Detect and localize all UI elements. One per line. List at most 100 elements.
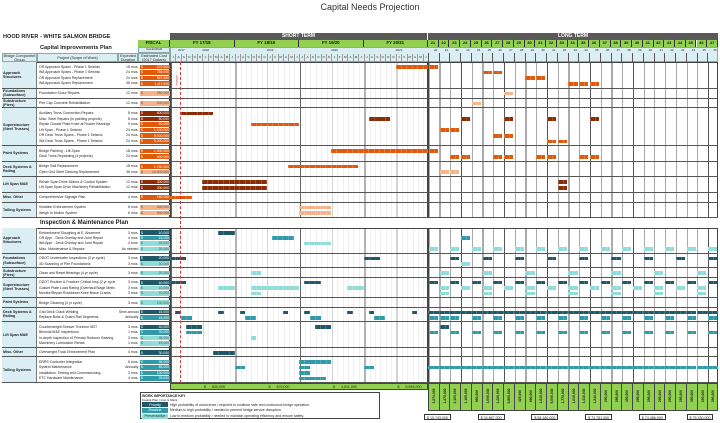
currency-symbol: $ (141, 101, 143, 106)
project-row[interactable]: Monitor/Repair Rockbeam Knee Brace Crack… (2, 291, 718, 296)
month-header: A (218, 54, 223, 62)
cost-value: 40,000 (158, 280, 169, 285)
long-term-bar (643, 330, 653, 335)
project-row[interactable]: Misc. Maintenance & Repairs As needed $20,… (2, 246, 718, 252)
column-divider (632, 53, 633, 62)
project-row[interactable]: Overweight Truck Enforcement Plan 4 mos. $… (2, 350, 718, 355)
long-term-bar (524, 310, 536, 315)
long-term-bar (461, 117, 471, 121)
project-row[interactable]: WA Approach Spans - Phase 1 Seismic 24 mo… (2, 70, 718, 76)
project-row[interactable]: WA Approach Spans Replacement 36 mos. $1,1… (2, 81, 718, 87)
component-group: Foundations (Subsurface) ODOT Underwater … (2, 253, 718, 269)
project-row[interactable]: Misc. Steel Repairs (in painting project… (2, 116, 718, 122)
long-term-bar (632, 365, 643, 370)
calendar-year: 46 (713, 48, 717, 52)
long-term-bar (610, 365, 622, 370)
long-term-bar (546, 286, 557, 290)
project-cost: $15,000 (140, 235, 170, 241)
year-total: 5,090,000 (550, 388, 555, 404)
project-row[interactable]: ODOT Underwater Inspections (3 yr cycle)… (2, 256, 718, 261)
project-row[interactable]: In-depth Inspection of Primary Reducer G… (2, 335, 718, 341)
project-row[interactable]: OR Approach Spans - Phase 1 Seismic 18 mo… (2, 64, 718, 70)
long-term-bar (493, 133, 503, 138)
project-row[interactable]: Clean and Reset Bearings (4 yr cycle) 3 m… (2, 270, 718, 276)
project-row[interactable]: Bridge Rail Replacement 18 mos. $1,750,000 (2, 164, 718, 170)
schedule-bar (299, 205, 332, 210)
project-row[interactable]: ODOT Routine & Fracture Critical Insp (2… (2, 280, 718, 285)
column-divider (610, 383, 612, 411)
component-group: Tolling Systems Violation Enforcement Sys… (2, 202, 718, 218)
project-row[interactable]: Biennial M&E Inspections 1 mos. $30,000 (2, 330, 718, 335)
project-row[interactable]: Replace Bolts & Guard Rail Segments Annua… (2, 315, 718, 320)
long-term-bar (450, 256, 460, 261)
project-duration: 24 mos. (126, 127, 139, 132)
project-row[interactable]: Bridge Cleaning (4 yr cycle) 3 mos. $100,0… (2, 300, 718, 306)
project-row[interactable]: Repair Gusset Plate Knee at Rocker Beari… (2, 122, 718, 128)
column-divider (685, 53, 687, 62)
component-group-label: Lift Span M&E (2, 322, 37, 347)
project-row[interactable]: OR Approach Spans Replacement 24 mos. $567… (2, 75, 718, 81)
long-term-bar (438, 365, 450, 370)
project-row[interactable]: Pier Cap Concrete Rehabilitation 12 mos. $… (2, 101, 718, 107)
long-term-bar (665, 247, 675, 251)
calendar-year: 2021 (395, 48, 403, 52)
cost-value: 600,000 (156, 111, 169, 116)
currency-symbol: $ (141, 246, 143, 251)
month-header: A (282, 54, 288, 62)
project-row[interactable]: Open Grid Steel Decking Replacement 36 mo… (2, 169, 718, 175)
project-cost: $100,000 (140, 300, 170, 306)
project-row[interactable]: Gusset Plate Load Rating (Overhaul/Stage… (2, 285, 718, 291)
project-row[interactable]: Violation Enforcement System 6 mos. $400,0… (2, 205, 718, 211)
project-row[interactable]: Rehab Span Drive Motors & Control System… (2, 179, 718, 185)
long-term-bar (450, 170, 460, 175)
column-divider (567, 383, 569, 411)
column-divider (524, 53, 526, 62)
project-row[interactable]: Bridge Painting - Lift Span 18 mos. $1,000… (2, 148, 718, 154)
cost-value: 10,000,000 (152, 170, 169, 175)
project-duration: 4 mos. (127, 376, 139, 381)
schedule-bar (250, 291, 262, 296)
project-row[interactable]: ETC Hardware Maintenance 4 mos. $25,000 (2, 375, 718, 381)
fy-total-currency: $ (268, 384, 271, 389)
project-row[interactable]: Grid Deck Crack Welding Semi-annual $15,00… (2, 309, 718, 315)
schedule-bar (282, 310, 289, 315)
long-term-bar (471, 101, 481, 106)
project-row[interactable]: Counterweight Sheave Trunnion NDT 3 mos. $… (2, 324, 718, 330)
project-row[interactable]: Foundation Scour Repairs 12 mos. $250,000 (2, 91, 718, 97)
long-term-bar (428, 65, 438, 69)
project-row[interactable]: Machinery Lubrication Rehab 1 mos. $15,000 (2, 340, 718, 346)
project-name: ERRS Controller Integration (39, 359, 83, 364)
project-row[interactable]: Lift Span Span Drive Machinery Rehabilit… (2, 185, 718, 191)
project-row[interactable]: OR Deck Truss Spans - Phase 1 Seismic 24 … (2, 133, 718, 139)
project-row[interactable]: Embankment Sloughing at E. Abutment 3 mos… (2, 230, 718, 235)
project-row[interactable]: WA Deck Truss Spans - Phase 1 Seismic 24 … (2, 138, 718, 145)
long-term-year-header: 28 (503, 40, 514, 47)
year-total: 3,274,000 (432, 388, 436, 404)
year-total: 1,615,000 (539, 388, 544, 404)
project-row[interactable]: OR Appr - Deck Overlay and Joint Repair 4… (2, 235, 718, 241)
month-header: A (411, 54, 417, 62)
project-row[interactable]: Auxiliary Truss Connection Repairs 8 mos.… (2, 110, 718, 117)
project-row[interactable]: 3D Scanning of Pier Foundations 3 mos. $30… (2, 261, 718, 266)
project-cost: $1,117,000 (140, 81, 170, 86)
project-row[interactable]: System Maintenance Annually $85,000 (2, 365, 718, 370)
calendar-year: 26 (498, 48, 502, 52)
project-row[interactable]: ERRS Controller Integration 6 mos. $35,000 (2, 359, 718, 365)
column-divider (524, 383, 526, 411)
project-row[interactable]: Installation, Testing and Commissioning 3… (2, 370, 718, 376)
project-row[interactable]: Comprehensive Signage Plan 4 mos. $150,000 (2, 195, 718, 201)
project-row[interactable]: Lift Span - Phase 1 Seismic 24 mos. $1,100… (2, 127, 718, 133)
month-header: F (336, 54, 342, 62)
long-term-bar (654, 291, 664, 296)
calendar-year: 25 (487, 48, 492, 52)
long-term-bar (449, 310, 461, 315)
month-header: J (422, 54, 428, 62)
cost-value: 250,000 (156, 91, 169, 96)
project-row[interactable]: WA Appr - Deck Overlay and Joint Repair 4… (2, 241, 718, 246)
long-term-bar (514, 256, 524, 261)
project-row[interactable]: Weigh In Motion System 6 mos. $400,000 (2, 210, 718, 216)
long-term-bar (503, 286, 514, 290)
schedule-bar (245, 315, 256, 320)
long-term-bar (503, 154, 514, 159)
project-row[interactable]: Deck Truss Repainting (4 projects) 24 mos… (2, 154, 718, 160)
